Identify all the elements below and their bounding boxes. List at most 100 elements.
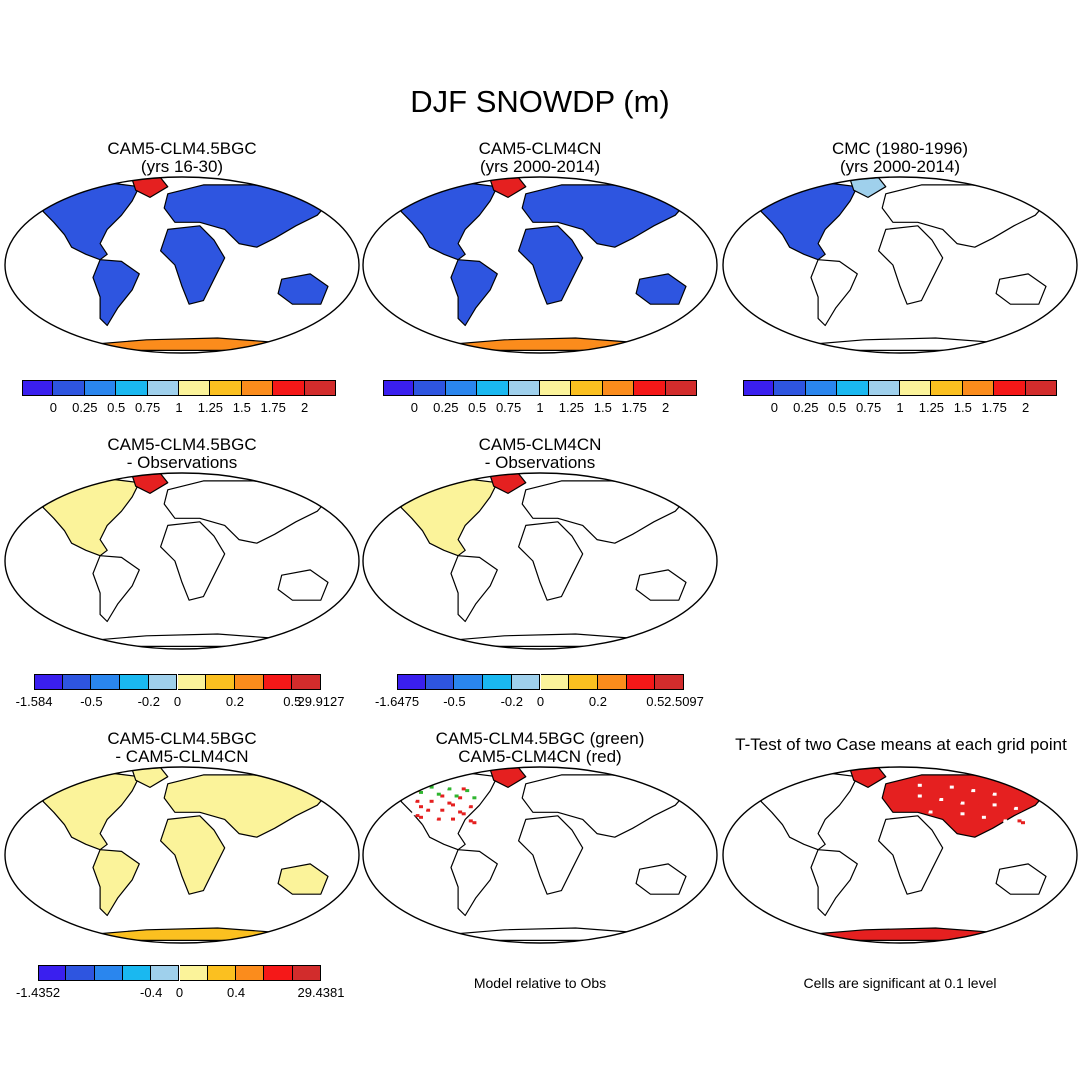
colorbar-swatch: [962, 380, 995, 396]
colorbar-tick-label: -1.584: [15, 694, 53, 709]
grid-cell: [967, 787, 972, 791]
colorbar-swatch: [234, 674, 264, 690]
colorbar-swatch: [22, 380, 54, 396]
colorbar-swatch: [147, 380, 179, 396]
grid-cell: [917, 794, 922, 798]
world-map: [4, 472, 360, 650]
grid-cell: [939, 798, 944, 801]
grid-cell: [461, 787, 466, 791]
landmass-africa: [518, 815, 584, 895]
colorbar-swatch: [634, 380, 666, 396]
colorbar-swatch: [445, 380, 478, 396]
colorbar-swatch: [425, 674, 455, 690]
grid-cell: [942, 810, 947, 814]
colorbar-swatch: [483, 674, 512, 690]
colorbar-tick-label: 1.5: [232, 400, 251, 415]
panel-title-line2: - Observations: [484, 453, 596, 472]
colorbar: 0 0.25 0.5 0.75 1 1.25 1.5 1.75 2: [22, 380, 336, 420]
colorbar-tick-label: 1.25: [918, 400, 945, 415]
panel-title: CAM5-CLM4.5BGC (yrs 16-30): [4, 140, 360, 176]
grid-cell: [953, 787, 958, 791]
colorbar-tick-label: 0.75: [495, 400, 522, 415]
colorbar-swatch: [122, 965, 152, 981]
world-map: [362, 176, 718, 354]
colorbar-swatch: [241, 380, 274, 396]
grid-cell: [411, 812, 416, 816]
colorbar-tick-label: 0.5: [283, 694, 302, 709]
grid-cell: [1013, 806, 1018, 810]
panel-title: CAM5-CLM4.5BGC (green) CAM5-CLM4CN (red): [362, 730, 718, 766]
colorbar-tick-label: 1: [536, 400, 544, 415]
landmass-namerica: [42, 182, 140, 261]
grid-cell: [433, 815, 438, 819]
landmass-namerica: [400, 478, 498, 557]
colorbar-tick-label: 1.5: [953, 400, 972, 415]
landmass-namerica: [42, 772, 140, 851]
grid-cell: [429, 799, 434, 803]
grid-cell: [419, 805, 423, 809]
colorbar-tick-label: 0: [410, 400, 419, 415]
map-panel-p5: CAM5-CLM4CN - Observations: [362, 436, 718, 696]
landmass-eurasia: [163, 480, 333, 544]
colorbar-swatch: [84, 380, 117, 396]
colorbar-swatch: [511, 674, 541, 690]
colorbar-swatch: [34, 674, 63, 690]
landmass-namerica: [760, 182, 858, 261]
panel-title-line2: - Observations: [126, 453, 238, 472]
grid-cell: [458, 810, 463, 814]
colorbar-swatch: [774, 380, 806, 396]
grid-cell: [989, 790, 993, 794]
landmass-australia: [635, 863, 687, 895]
colorbar-tick-label: 1.25: [558, 400, 585, 415]
map-frame: [362, 766, 718, 944]
panel-title-line2: CAM5-CLM4CN (red): [458, 747, 622, 766]
landmass-africa: [878, 815, 944, 895]
landmass-greenland: [849, 767, 887, 788]
panel-title: CMC (1980-1996) (yrs 2000-2014): [722, 140, 1078, 176]
landmass-africa: [518, 225, 584, 305]
colorbar-swatch: [38, 965, 67, 981]
colorbar: -1.6475 -0.5 -0.2 0 0.2 0.5 2.5097: [375, 674, 704, 714]
world-map: [722, 176, 1078, 354]
colorbar-swatch: [148, 674, 178, 690]
landmass-australia: [635, 569, 687, 601]
landmass-australia: [277, 569, 329, 601]
panel-title-line1: CAM5-CLM4.5BGC (green): [435, 729, 645, 748]
colorbar-swatch: [414, 380, 446, 396]
panel-title-line1: CAM5-CLM4.5BGC: [107, 139, 257, 158]
map-frame: [722, 176, 1078, 354]
landmass-greenland: [489, 177, 527, 198]
map-panel-p4: CAM5-CLM4.5BGC - Observations: [4, 436, 360, 696]
grid-cell: [422, 821, 427, 825]
colorbar-tick-label: 0.75: [855, 400, 882, 415]
colorbar-swatch: [397, 674, 426, 690]
grid-cell: [946, 812, 951, 816]
colorbar-swatch: [743, 380, 775, 396]
colorbar-swatch: [116, 380, 148, 396]
map-frame: [362, 176, 718, 354]
colorbar-tick-label: 0: [173, 694, 182, 709]
world-map: [722, 766, 1078, 944]
world-map: [362, 472, 718, 650]
colorbar-swatch: [383, 380, 415, 396]
panel-title-line2: - CAM5-CLM4CN: [115, 747, 249, 766]
colorbar-swatch: [626, 674, 656, 690]
colorbar-swatch: [805, 380, 838, 396]
colorbar-swatch: [273, 380, 305, 396]
colorbar-swatch: [210, 380, 242, 396]
landmass-greenland: [131, 767, 169, 788]
panel-note: Cells are significant at 0.1 level: [803, 975, 997, 991]
map-frame: [722, 766, 1078, 944]
grid-cell: [932, 783, 936, 787]
colorbar-tick-label: -0.2: [500, 694, 523, 709]
colorbar-tick-label: 1.75: [981, 400, 1007, 415]
colorbar-tick-label: 0.2: [225, 694, 244, 709]
grid-cell: [1003, 819, 1008, 823]
map-panel-p7: CAM5-CLM4.5BGC (green) CAM5-CLM4CN (red) M…: [362, 730, 718, 991]
grid-cell: [992, 803, 997, 807]
grid-cell: [433, 801, 438, 805]
colorbar-swatch: [94, 965, 123, 981]
colorbar-tick-label: 0: [49, 400, 58, 415]
grid-cell: [411, 783, 416, 787]
map-panel-p1: CAM5-CLM4.5BGC (yrs 16-30): [4, 140, 360, 400]
